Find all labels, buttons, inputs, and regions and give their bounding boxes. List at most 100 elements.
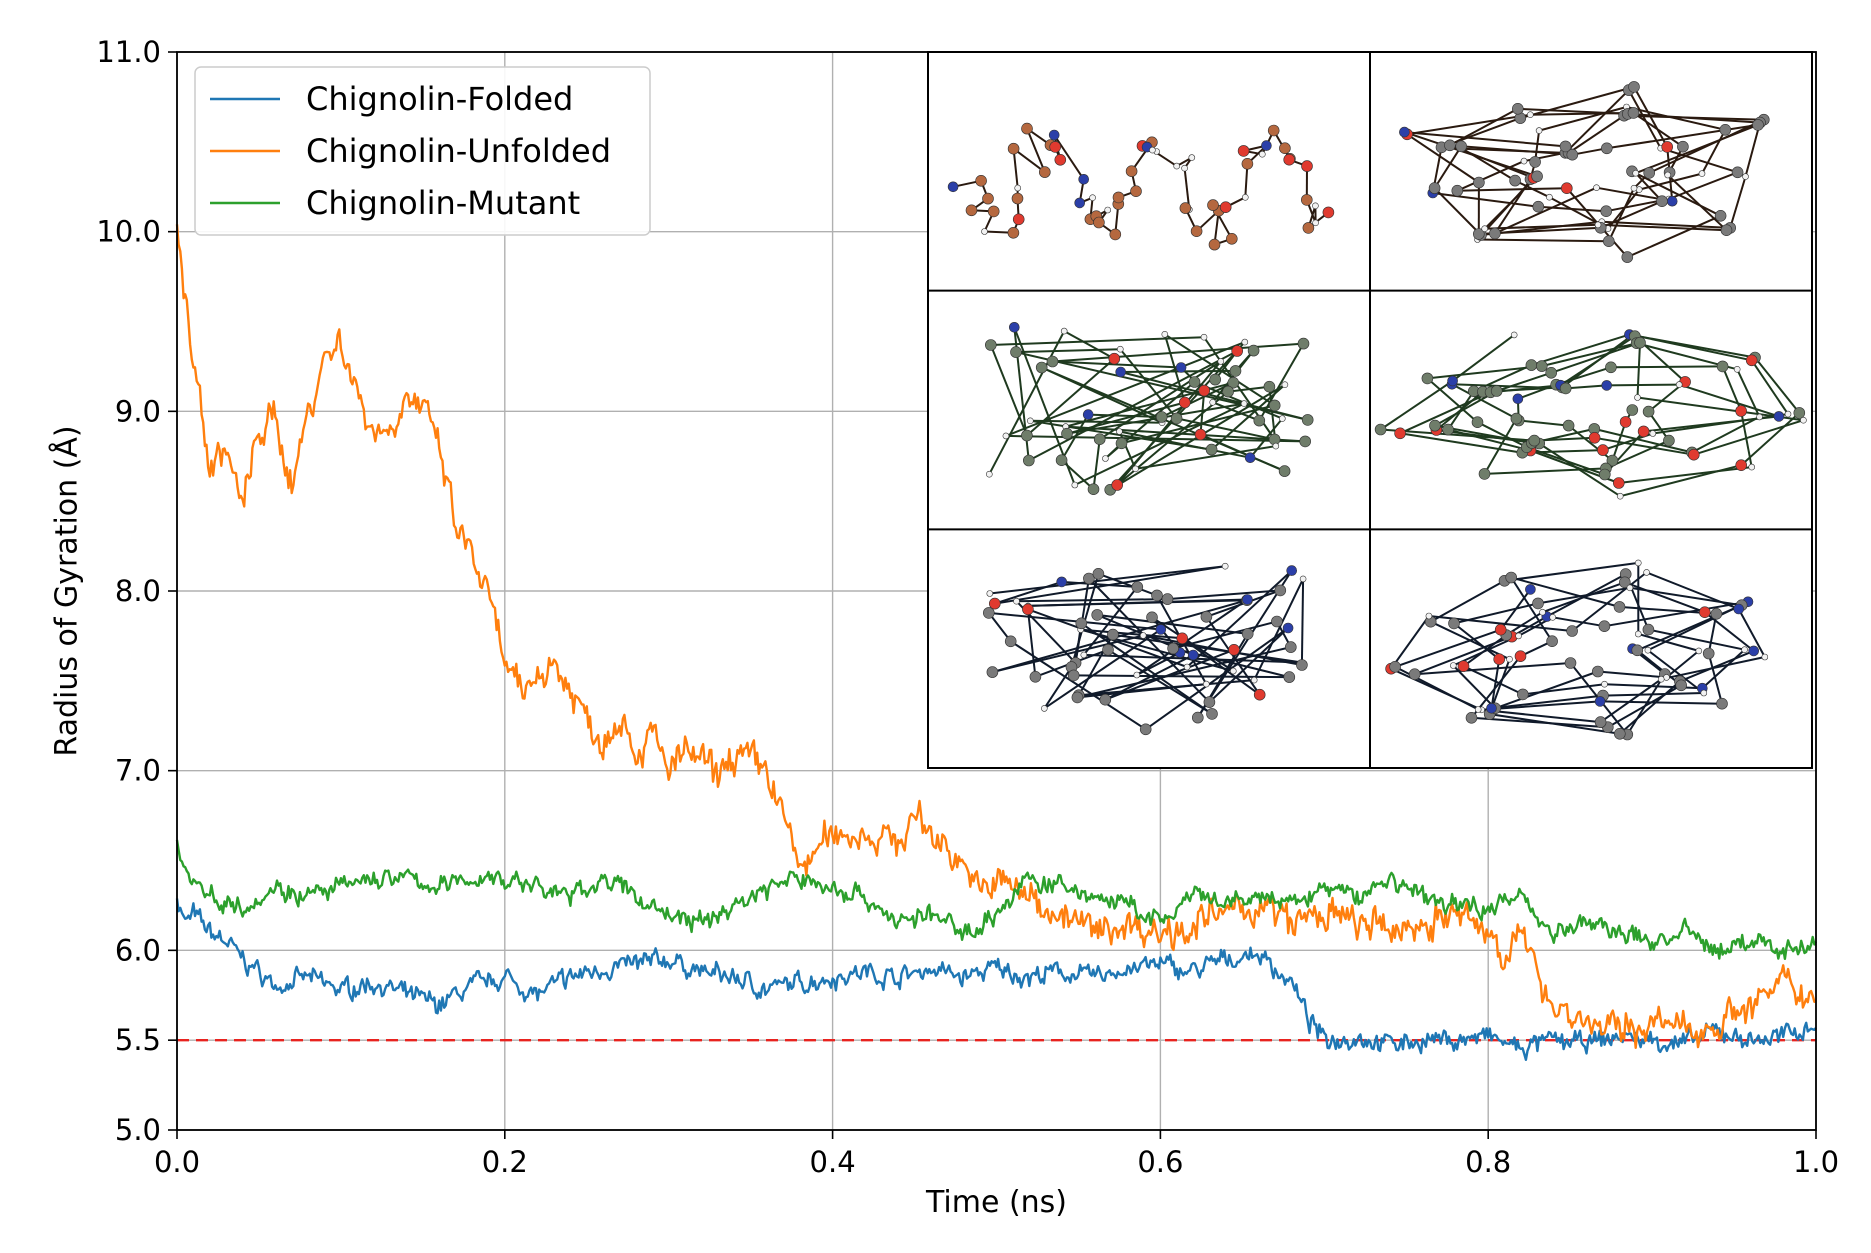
atom bbox=[1242, 339, 1248, 345]
atom bbox=[1399, 127, 1409, 137]
atom bbox=[1284, 154, 1295, 165]
atom bbox=[1736, 406, 1747, 417]
atom bbox=[1218, 358, 1224, 364]
atom bbox=[1563, 420, 1574, 431]
atom bbox=[1491, 386, 1502, 397]
atom bbox=[1511, 332, 1517, 338]
atom bbox=[1629, 81, 1640, 92]
atom bbox=[1614, 601, 1625, 612]
atom bbox=[1622, 252, 1633, 263]
atom bbox=[1188, 650, 1198, 660]
atom bbox=[1300, 576, 1306, 582]
atom bbox=[1635, 337, 1646, 348]
atom bbox=[1530, 156, 1541, 167]
atom bbox=[1409, 669, 1420, 680]
atom bbox=[987, 591, 993, 597]
atom bbox=[1204, 697, 1215, 708]
atom bbox=[1595, 717, 1606, 728]
atom bbox=[1667, 196, 1677, 206]
y-tick-label: 5.5 bbox=[115, 1023, 161, 1057]
atom bbox=[1147, 612, 1158, 623]
atom bbox=[1717, 361, 1728, 372]
atom bbox=[1259, 151, 1265, 157]
legend-label: Chignolin-Folded bbox=[306, 80, 573, 118]
atom bbox=[1635, 560, 1641, 566]
atom bbox=[1422, 373, 1433, 384]
atom bbox=[1466, 712, 1477, 723]
atom bbox=[1022, 123, 1033, 134]
atom bbox=[1174, 163, 1180, 169]
atom bbox=[1008, 227, 1019, 238]
atom bbox=[1546, 367, 1557, 378]
atom bbox=[1102, 456, 1108, 462]
atom bbox=[1749, 646, 1759, 656]
atom bbox=[1644, 167, 1655, 178]
atom bbox=[1134, 672, 1140, 678]
x-tick-label: 0.6 bbox=[1137, 1145, 1183, 1179]
atom bbox=[1140, 724, 1151, 735]
atom bbox=[983, 193, 994, 204]
atom bbox=[1223, 386, 1234, 397]
atom bbox=[1283, 623, 1293, 633]
atom bbox=[1230, 365, 1241, 376]
atom bbox=[1676, 680, 1687, 691]
atom bbox=[1112, 480, 1123, 491]
atom bbox=[1279, 466, 1290, 477]
atom bbox=[1061, 328, 1067, 334]
x-axis-label: Time (ns) bbox=[925, 1185, 1067, 1220]
atom bbox=[1635, 631, 1641, 637]
atom bbox=[1254, 689, 1265, 700]
atom bbox=[1507, 656, 1513, 662]
atom bbox=[1209, 239, 1220, 250]
atom bbox=[1088, 484, 1099, 495]
atom bbox=[1113, 192, 1124, 203]
atom bbox=[1699, 171, 1705, 177]
atom bbox=[1152, 590, 1163, 601]
atom bbox=[1013, 214, 1024, 225]
atom bbox=[1242, 628, 1253, 639]
atom bbox=[1589, 432, 1600, 443]
atom bbox=[1644, 569, 1650, 575]
atom bbox=[1076, 618, 1087, 629]
x-tick-label: 0.8 bbox=[1465, 1145, 1511, 1179]
atom bbox=[1039, 167, 1050, 178]
atom bbox=[1749, 464, 1755, 470]
atom bbox=[1540, 609, 1546, 615]
atom bbox=[1126, 166, 1137, 177]
atom bbox=[1075, 198, 1085, 208]
atom bbox=[1055, 154, 1066, 165]
atom bbox=[1116, 367, 1126, 377]
atom bbox=[1036, 362, 1047, 373]
atom bbox=[1479, 468, 1490, 479]
atom bbox=[1703, 648, 1714, 659]
atom bbox=[1599, 469, 1610, 480]
atom bbox=[1430, 420, 1441, 431]
atom bbox=[1072, 692, 1083, 703]
atom bbox=[1602, 380, 1612, 390]
atom bbox=[1663, 435, 1674, 446]
atom bbox=[1627, 405, 1638, 416]
atom bbox=[1049, 130, 1059, 140]
atom bbox=[1482, 226, 1488, 232]
atom bbox=[1022, 604, 1033, 615]
atom bbox=[1261, 141, 1271, 151]
atom bbox=[1494, 654, 1505, 665]
legend-label: Chignolin-Mutant bbox=[306, 184, 580, 222]
atom bbox=[1232, 346, 1243, 357]
atom bbox=[1094, 434, 1105, 445]
atom bbox=[1201, 334, 1207, 340]
atom bbox=[1149, 147, 1155, 153]
atom bbox=[1238, 145, 1249, 156]
atom bbox=[1617, 493, 1623, 499]
atom bbox=[1561, 183, 1572, 194]
atom bbox=[1677, 141, 1688, 152]
atom bbox=[966, 205, 977, 216]
atom bbox=[1688, 449, 1699, 460]
atom bbox=[1287, 566, 1297, 576]
atom bbox=[1721, 225, 1732, 236]
atom bbox=[1179, 397, 1190, 408]
atom bbox=[1184, 664, 1190, 670]
atom bbox=[1736, 460, 1747, 471]
atom bbox=[1665, 172, 1671, 178]
